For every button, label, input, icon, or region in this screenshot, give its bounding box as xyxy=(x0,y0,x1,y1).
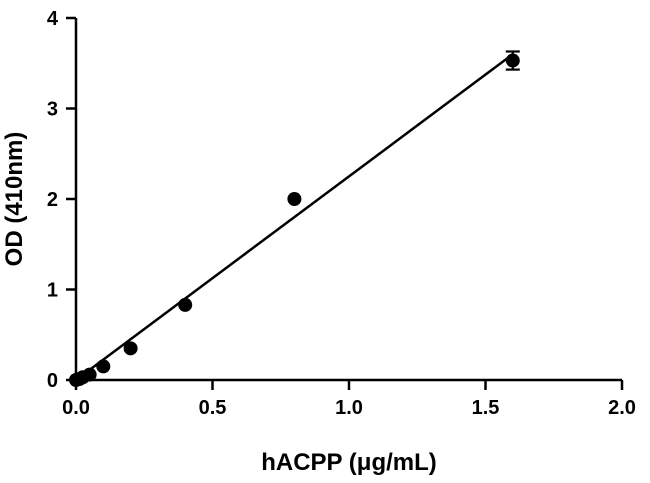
x-tick-label: 2.0 xyxy=(608,397,636,419)
ticks: 0.0 0.5 1.0 1.5 2.0 0 1 2 3 4 xyxy=(47,8,636,419)
data-points xyxy=(69,51,520,387)
y-tick-label: 3 xyxy=(47,99,58,121)
data-point xyxy=(178,298,192,312)
data-point xyxy=(506,54,520,68)
data-point xyxy=(287,192,301,206)
axes xyxy=(76,18,622,380)
data-point xyxy=(124,341,138,355)
x-tick-label: 0.5 xyxy=(199,397,227,419)
y-axis-label: OD (410nm) xyxy=(1,132,28,267)
y-tick-label: 2 xyxy=(47,189,58,211)
y-tick-label: 4 xyxy=(47,8,59,30)
x-axis-label: hACPP (μg/mL) xyxy=(261,449,437,476)
y-tick-label: 0 xyxy=(47,370,58,392)
data-point xyxy=(83,368,97,382)
x-tick-label: 1.5 xyxy=(472,397,500,419)
fit-line-group xyxy=(76,54,513,380)
data-point xyxy=(96,359,110,373)
x-tick-label: 0.0 xyxy=(62,397,90,419)
fit-line xyxy=(76,54,513,380)
x-tick-label: 1.0 xyxy=(335,397,363,419)
y-tick-label: 1 xyxy=(47,280,58,302)
